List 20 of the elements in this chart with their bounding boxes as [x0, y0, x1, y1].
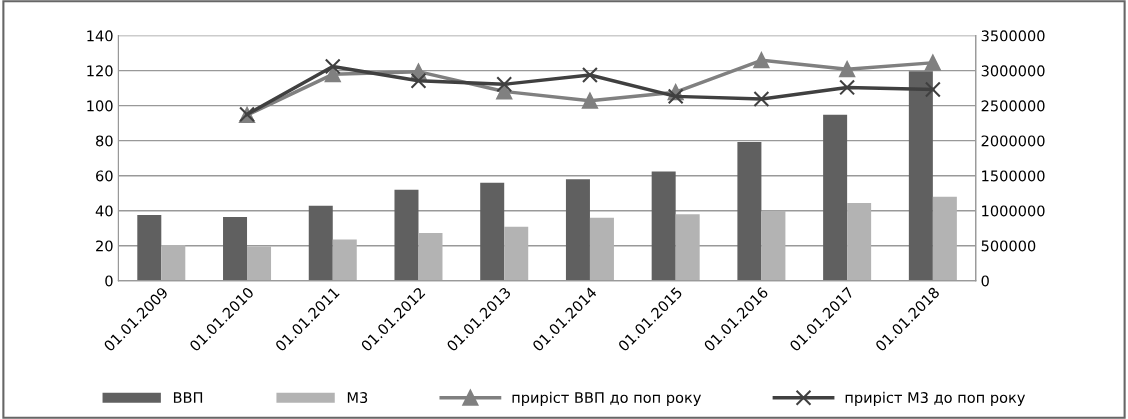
y2-tick-label: 0	[981, 275, 989, 287]
y2-tick-label: 2500000	[981, 100, 1045, 112]
y-tick-label: 0	[105, 275, 113, 287]
legend-label: приріст М3 до поп року	[845, 391, 1026, 406]
y2-tick-label: 500000	[981, 240, 1036, 252]
y2-tick-label: 3000000	[981, 65, 1045, 77]
y2-tick-label: 2000000	[981, 135, 1045, 147]
legend-label: М3	[347, 392, 368, 404]
legend-label: ВВП	[173, 392, 203, 403]
y-tick-label: 20	[96, 240, 113, 252]
y2-tick-label: 1000000	[982, 205, 1045, 217]
legend-label: приріст ВВП до поп року	[512, 391, 701, 406]
y-tick-label: 60	[96, 170, 113, 182]
y-tick-label: 140	[87, 30, 113, 42]
y-tick-label: 80	[96, 135, 113, 147]
y-tick-label: 100	[87, 100, 113, 112]
y2-tick-label: 1500000	[982, 170, 1045, 182]
y-tick-label: 120	[87, 65, 113, 77]
y2-tick-label: 3500000	[981, 30, 1045, 42]
y-tick-label: 40	[95, 205, 113, 217]
